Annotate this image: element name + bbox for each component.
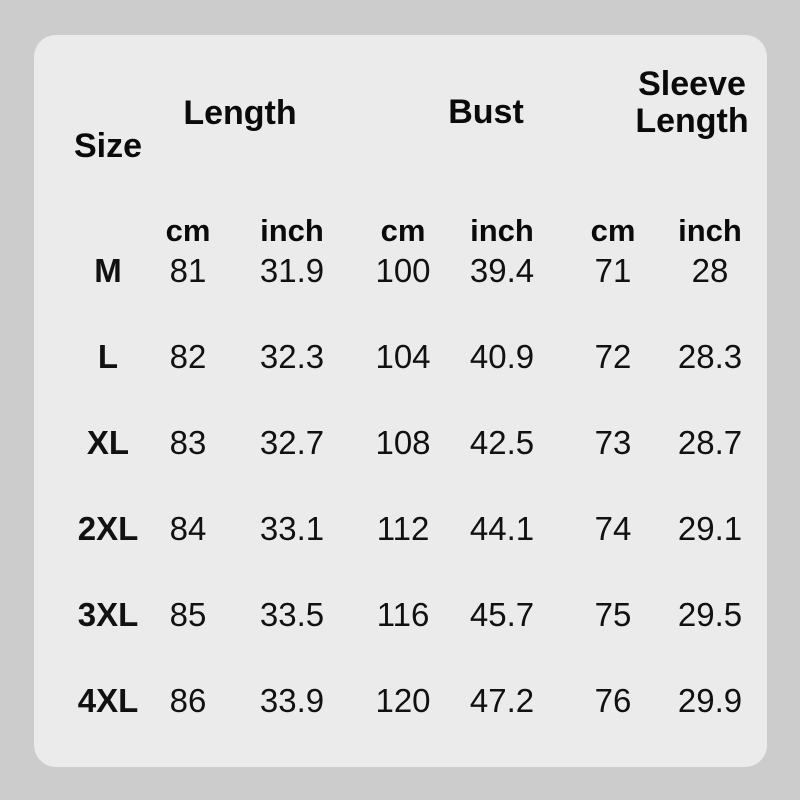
cell-bust-cm: 100 <box>375 252 431 289</box>
cell-sleeve-cm: 75 <box>594 596 632 633</box>
column-header-sleeve-length: Sleeve Length <box>635 65 749 140</box>
cell-size: L <box>97 338 119 375</box>
cell-length-cm: 86 <box>169 682 207 719</box>
cell-length-inch: 33.9 <box>259 682 325 719</box>
unit-header-length-inch: inch <box>260 213 324 248</box>
cell-bust-inch: 44.1 <box>469 510 535 547</box>
cell-sleeve-cm: 71 <box>594 252 632 289</box>
unit-header-length-cm: cm <box>165 213 211 248</box>
cell-length-cm: 82 <box>169 338 207 375</box>
cell-size: 2XL <box>77 510 139 547</box>
cell-sleeve-cm: 72 <box>594 338 632 375</box>
cell-length-cm: 81 <box>169 252 207 289</box>
cell-sleeve-inch: 29.5 <box>677 596 743 633</box>
cell-length-cm: 83 <box>169 424 207 461</box>
cell-bust-inch: 45.7 <box>469 596 535 633</box>
cell-size: XL <box>86 424 130 461</box>
unit-header-row: cm inch cm inch cm inch <box>34 213 767 257</box>
cell-sleeve-inch: 29.9 <box>677 682 743 719</box>
column-header-size: Size <box>73 127 143 165</box>
cell-sleeve-inch: 28.3 <box>677 338 743 375</box>
unit-header-bust-inch: inch <box>470 213 534 248</box>
cell-size: M <box>94 252 122 289</box>
cell-size: 3XL <box>77 596 139 633</box>
size-chart-header: Size Length Bust Sleeve Length <box>34 35 767 225</box>
cell-size: 4XL <box>77 682 139 719</box>
cell-sleeve-cm: 73 <box>594 424 632 461</box>
cell-sleeve-cm: 74 <box>594 510 632 547</box>
cell-sleeve-inch: 29.1 <box>677 510 743 547</box>
table-row: 4XL 86 33.9 120 47.2 76 29.9 <box>34 679 767 765</box>
cell-length-cm: 84 <box>169 510 207 547</box>
table-row: XL 83 32.7 108 42.5 73 28.7 <box>34 421 767 507</box>
cell-bust-cm: 108 <box>375 424 431 461</box>
cell-length-inch: 33.1 <box>259 510 325 547</box>
unit-header-bust-cm: cm <box>380 213 426 248</box>
cell-length-inch: 32.3 <box>259 338 325 375</box>
cell-bust-cm: 112 <box>376 510 430 547</box>
column-header-length: Length <box>183 94 297 132</box>
table-row: L 82 32.3 104 40.9 72 28.3 <box>34 335 767 421</box>
cell-bust-cm: 120 <box>375 682 431 719</box>
table-row: 2XL 84 33.1 112 44.1 74 29.1 <box>34 507 767 593</box>
cell-length-inch: 33.5 <box>259 596 325 633</box>
cell-length-inch: 32.7 <box>259 424 325 461</box>
cell-bust-cm: 116 <box>376 596 430 633</box>
cell-bust-inch: 40.9 <box>469 338 535 375</box>
cell-length-cm: 85 <box>169 596 207 633</box>
cell-bust-inch: 39.4 <box>469 252 535 289</box>
cell-sleeve-cm: 76 <box>594 682 632 719</box>
table-row: M 81 31.9 100 39.4 71 28 <box>34 249 767 335</box>
column-header-bust: Bust <box>448 93 524 131</box>
table-row: 3XL 85 33.5 116 45.7 75 29.5 <box>34 593 767 679</box>
cell-sleeve-inch: 28 <box>691 252 729 289</box>
cell-bust-inch: 47.2 <box>469 682 535 719</box>
cell-bust-cm: 104 <box>375 338 431 375</box>
size-chart-rows: M 81 31.9 100 39.4 71 28 L 82 32.3 104 40.9 72 28.3 XL… <box>34 249 767 765</box>
unit-header-sleeve-cm: cm <box>590 213 636 248</box>
unit-header-sleeve-inch: inch <box>678 213 742 248</box>
cell-length-inch: 31.9 <box>259 252 325 289</box>
size-chart-card: Size Length Bust Sleeve Length cm inch c… <box>34 35 767 767</box>
cell-bust-inch: 42.5 <box>469 424 535 461</box>
cell-sleeve-inch: 28.7 <box>677 424 743 461</box>
